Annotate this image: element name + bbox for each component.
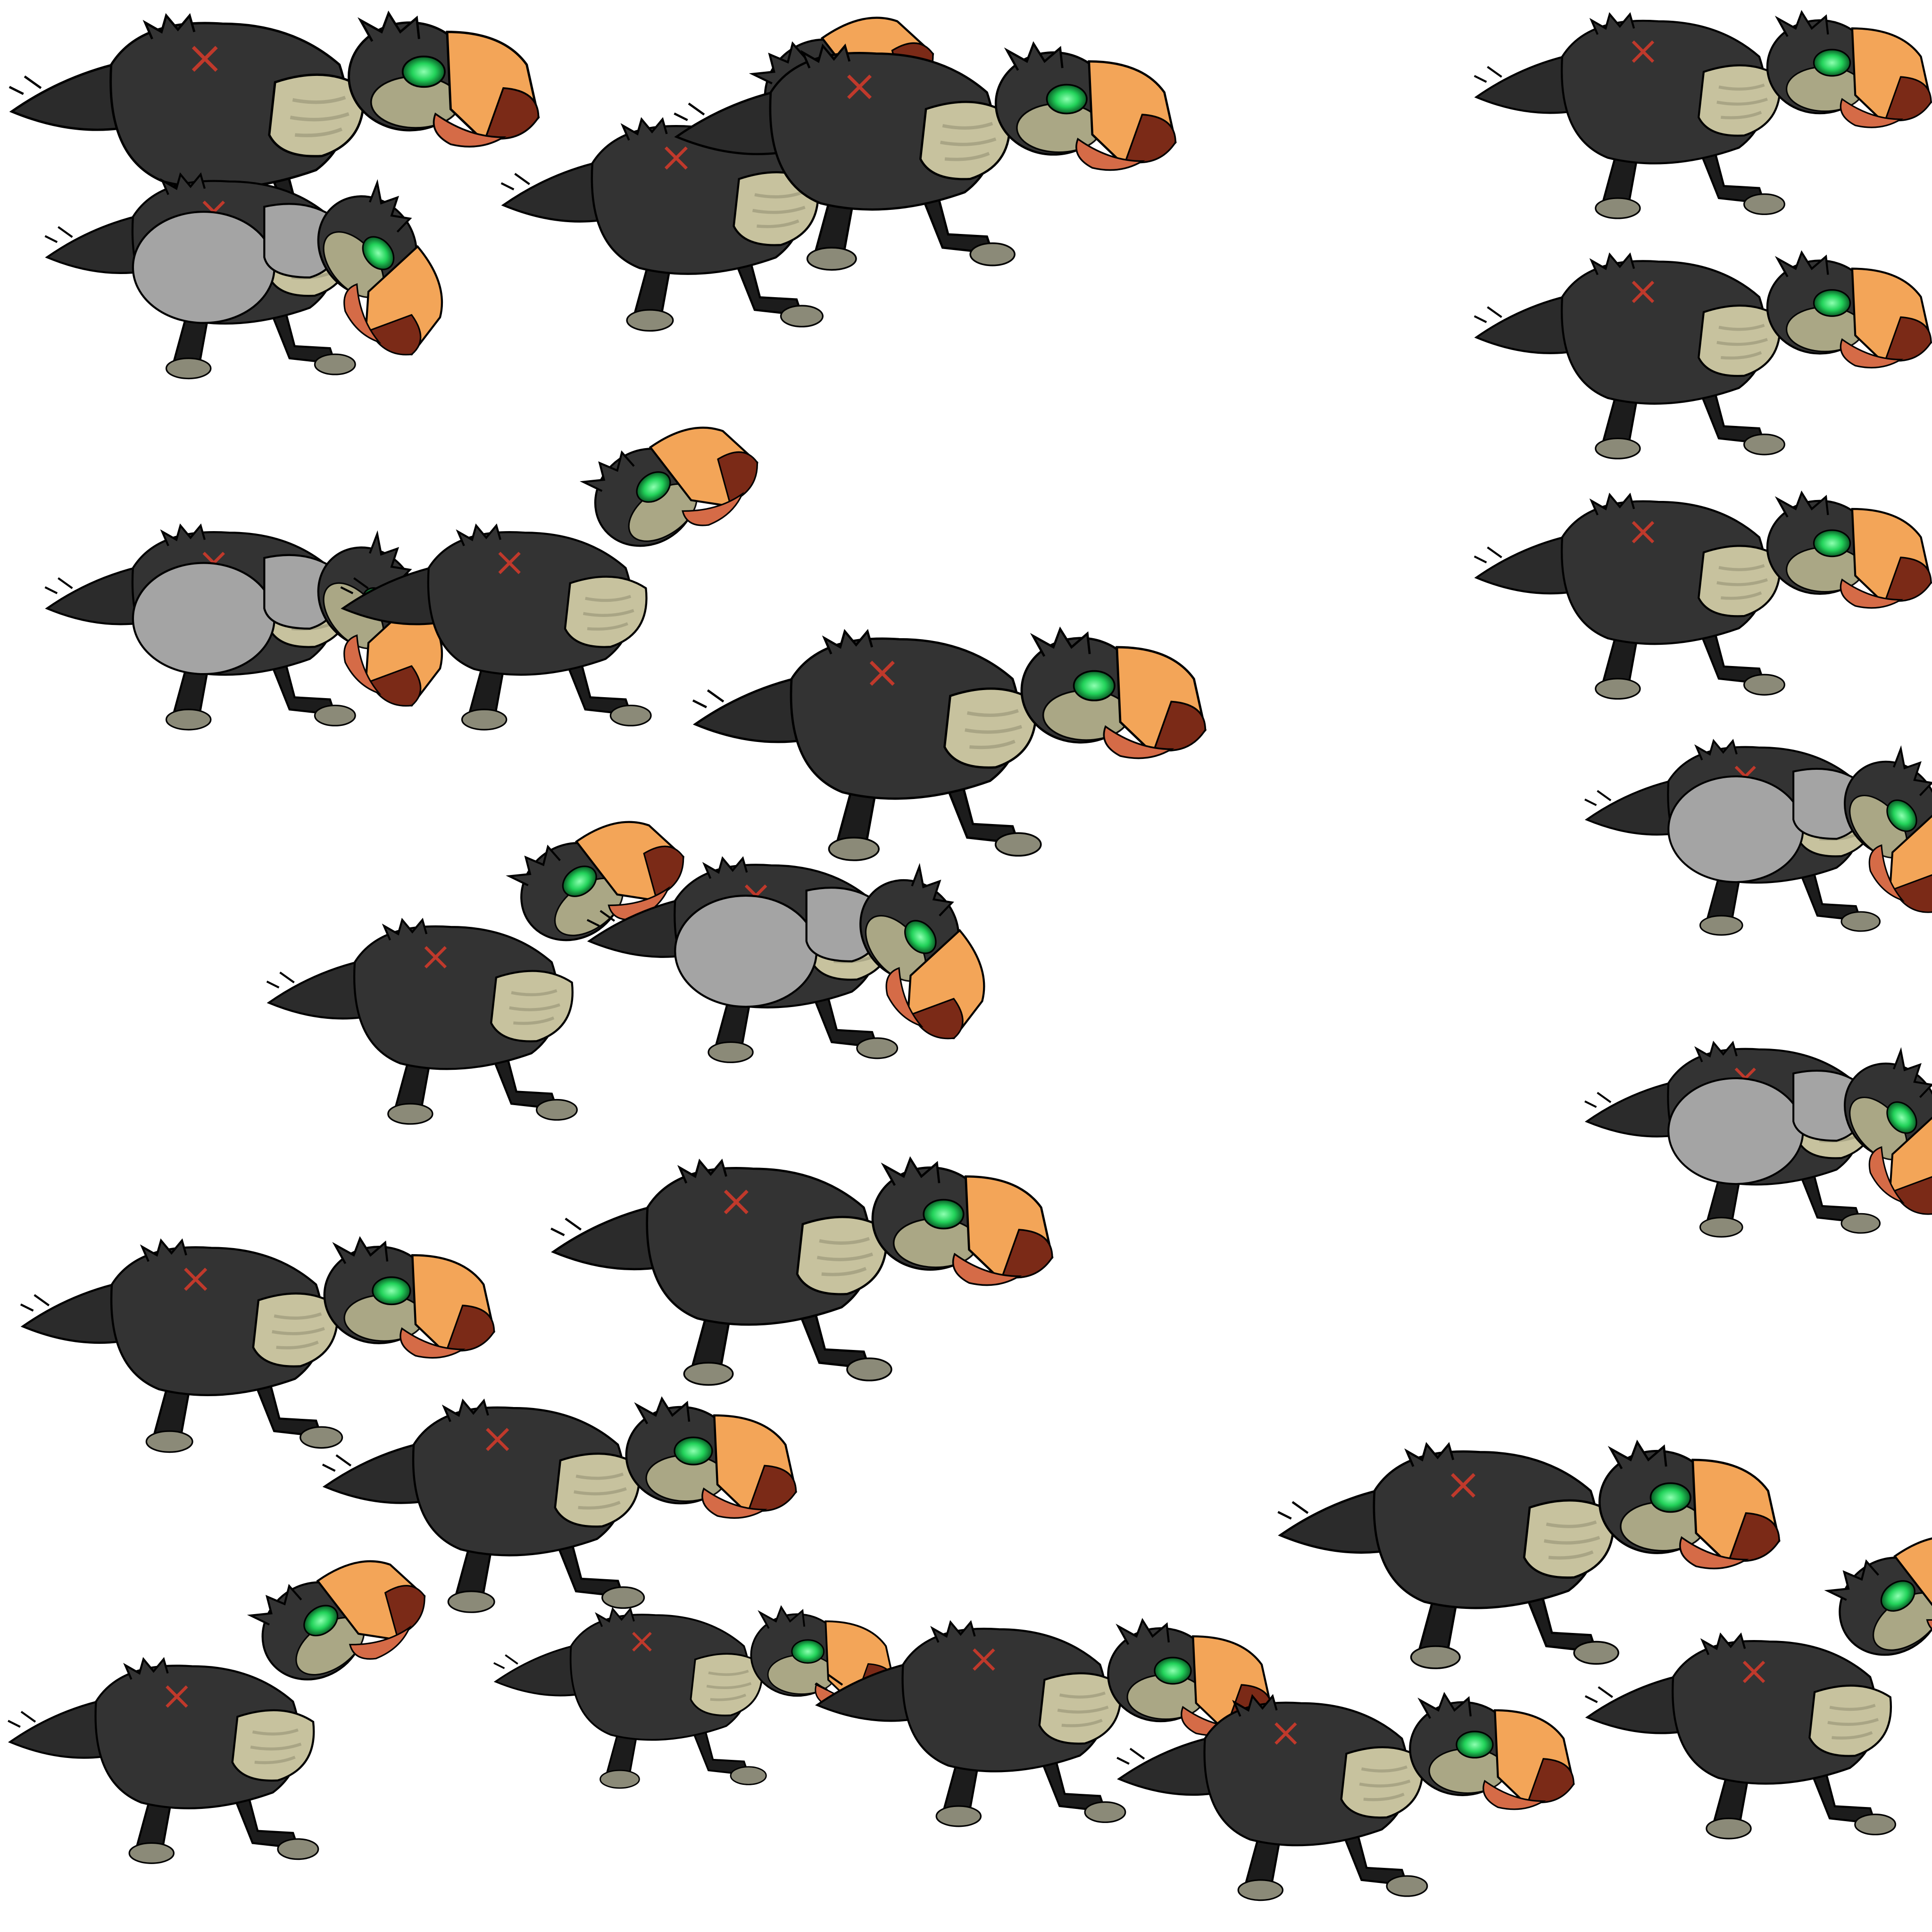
sprite-frames [8, 0, 1932, 1900]
sprite-frame [21, 1239, 494, 1452]
sprite-frame [1278, 1442, 1779, 1668]
sprite-frame [1585, 1040, 1932, 1237]
sprite-frame [8, 1523, 439, 1864]
sprite-frame [1474, 493, 1931, 699]
sprite-frame [693, 629, 1205, 860]
sprite-frame [1474, 252, 1931, 458]
sprite-frame [1474, 12, 1931, 218]
sprite-frame [551, 1159, 1052, 1385]
sprite-frame [1585, 738, 1932, 935]
sprite-frame [45, 171, 481, 379]
sprite-frame [45, 522, 481, 730]
